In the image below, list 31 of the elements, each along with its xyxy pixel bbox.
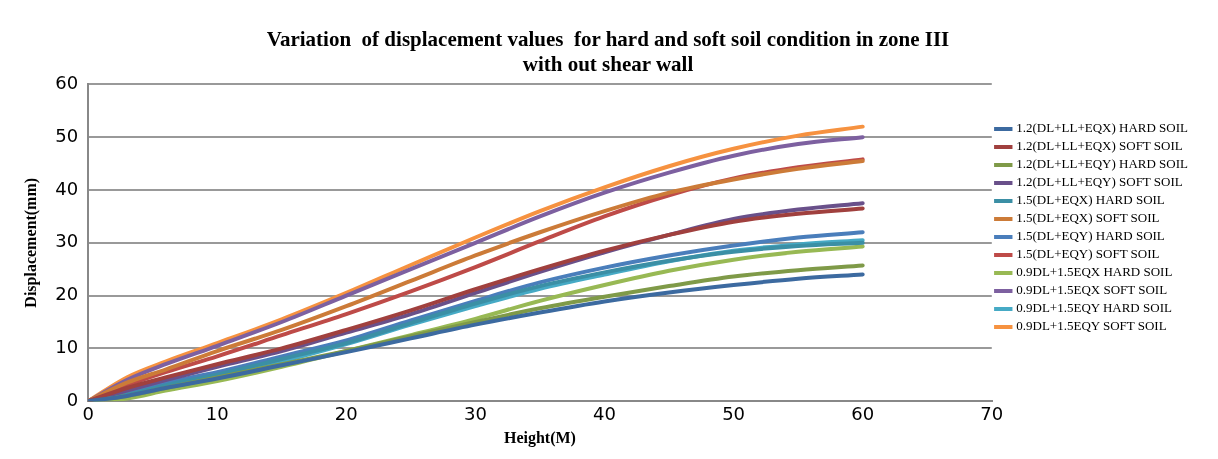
x-tick-label: 40 — [593, 402, 616, 424]
legend-label: 0.9DL+1.5EQX SOFT SOIL — [1016, 282, 1168, 298]
legend-label: 1.5(DL+EQY) HARD SOIL — [1016, 228, 1165, 244]
y-tick-label: 0 — [66, 388, 79, 410]
legend-label: 1.2(DL+LL+EQY) HARD SOIL — [1016, 156, 1189, 172]
legend-label: 0.9DL+1.5EQY SOFT SOIL — [1016, 318, 1167, 334]
legend-label: 1.5(DL+EQX) HARD SOIL — [1016, 192, 1165, 208]
x-tick-label: 0 — [82, 402, 94, 424]
text: Variation of displacement values for hard and soft soil condition in zone III — [266, 27, 950, 52]
legend-label: 1.5(DL+EQX) SOFT SOIL — [1016, 210, 1160, 226]
x-tick-label: 70 — [980, 402, 1004, 424]
x-tick-label: 50 — [722, 402, 746, 424]
x-tick-label: 30 — [463, 402, 487, 424]
x-axis-title: Height(M) — [503, 428, 576, 447]
y-tick-label: 10 — [55, 336, 79, 358]
y-tick-label: 30 — [55, 230, 79, 252]
legend-label: 0.9DL+1.5EQX HARD SOIL — [1016, 264, 1173, 280]
text: with out shear wall — [522, 52, 694, 77]
y-axis-title: Displacement(mm) — [21, 177, 40, 308]
legend-label: 1.2(DL+LL+EQX) HARD SOIL — [1016, 120, 1189, 136]
y-tick-label: 50 — [55, 124, 79, 146]
y-tick-label: 20 — [55, 283, 79, 305]
x-tick-label: 10 — [205, 402, 229, 424]
legend-label: 0.9DL+1.5EQY HARD SOIL — [1016, 300, 1172, 316]
y-tick-label: 40 — [55, 177, 79, 199]
legend-label: 1.2(DL+LL+EQY) SOFT SOIL — [1016, 174, 1183, 190]
x-tick-label: 60 — [851, 402, 875, 424]
x-tick-label: 20 — [334, 402, 358, 424]
y-tick-label: 60 — [55, 72, 79, 94]
legend-label: 1.5(DL+EQY) SOFT SOIL — [1016, 246, 1160, 262]
legend-label: 1.2(DL+LL+EQX) SOFT SOIL — [1016, 138, 1183, 154]
